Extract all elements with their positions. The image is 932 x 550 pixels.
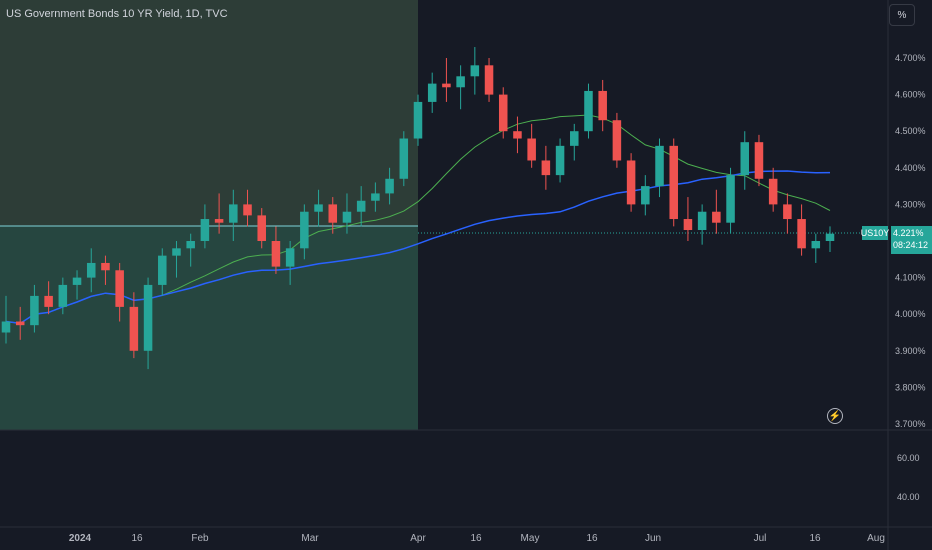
candle-body [697,211,707,231]
candle-body [214,219,224,223]
candle-body [570,131,579,146]
candle-body [385,178,394,194]
time-axis: 2024 16 Feb Mar Apr 16 May 16 Jun Jul 16 Aug [69,533,885,544]
candle-body [442,83,451,88]
candle-body [271,241,281,267]
candle-body [172,248,181,256]
candle-body [200,219,210,241]
time-axis-label: Feb [191,533,209,544]
candle-body [655,145,664,187]
candle-body [584,90,593,132]
candle-body [811,241,821,249]
candles-group [1,47,835,370]
candle-body [555,145,565,176]
price-axis-label: 4.700% [895,53,926,63]
candle-body [243,204,252,216]
time-axis-label: Jul [754,533,767,544]
time-axis-label: Aug [867,533,885,544]
candle-body [783,204,792,220]
candle-body [470,65,480,77]
candle-body [712,211,721,223]
price-axis-label: 4.400% [895,163,926,173]
time-axis-label: 16 [131,533,143,544]
indicator-axis-label: 60.00 [897,453,920,463]
last-price-box: 4.221% 08:24:12 [891,226,932,254]
candle-body [768,178,778,205]
candle-body [356,200,366,212]
price-axis-label: 3.700% [895,419,926,429]
candle-body [72,277,82,285]
candle-body [186,241,195,249]
candle-body [626,160,636,205]
candle-body [797,219,806,249]
candle-body [669,145,678,220]
candle-body [825,233,835,241]
candle-body [129,306,139,351]
candle-body [683,219,693,231]
candle-body [86,262,96,278]
candle-body [58,284,68,307]
percent-scale-button[interactable]: % [889,4,915,26]
shaded-region-bottom [0,226,418,430]
candle-body [44,295,53,307]
candle-body [257,215,266,241]
candle-body [101,262,110,271]
price-axis-label: 4.100% [895,273,926,283]
symbol-tag: US10Y [860,226,890,240]
candle-body [484,65,494,95]
candle-body [726,175,735,223]
candle-body [740,142,750,176]
ma-slow-line [5,170,831,325]
candle-body [285,248,295,267]
candle-body [527,138,536,161]
candle-body [314,204,323,212]
candle-body [598,90,607,121]
time-axis-label: 16 [470,533,482,544]
candle-body [641,186,650,205]
time-axis-label: Apr [410,533,426,544]
candle-body [158,255,167,285]
candle-body [143,284,153,351]
shaded-region-top [0,0,418,226]
price-axis-label: 4.300% [895,199,926,209]
candle-body [427,83,437,102]
price-axis-label: 4.000% [895,309,926,319]
time-axis-label: Mar [301,533,319,544]
time-axis-label: Jun [645,533,661,544]
bar-countdown: 08:24:12 [893,240,929,250]
candle-body [513,131,522,139]
candle-body [229,204,238,223]
candle-body [399,138,409,179]
indicator-axis: 60.00 40.00 [897,453,920,502]
price-axis-label: 4.500% [895,126,926,136]
candle-body [1,321,11,333]
candle-body [498,94,508,132]
price-axis-label: 3.900% [895,346,926,356]
candle-body [328,204,338,223]
candle-body [342,211,352,223]
candle-body [456,76,465,88]
candle-body [754,142,764,179]
lightning-icon[interactable]: ⚡ [827,408,843,424]
candle-body [15,321,25,326]
candle-body [30,295,39,326]
price-axis-label: 4.600% [895,90,926,100]
time-axis-label: 16 [586,533,598,544]
candle-body [115,270,124,307]
candle-body [413,101,423,139]
chart-title: US Government Bonds 10 YR Yield, 1D, TVC [6,8,228,20]
last-price-value: 4.221% [893,228,924,238]
price-axis-label: 3.800% [895,382,926,392]
candle-body [612,120,622,161]
time-axis-label: May [521,533,540,544]
indicator-axis-label: 40.00 [897,492,920,502]
candle-body [371,193,380,201]
time-axis-label: 16 [809,533,821,544]
candle-body [300,211,309,249]
candle-body [541,160,551,176]
time-axis-label: 2024 [69,533,92,544]
